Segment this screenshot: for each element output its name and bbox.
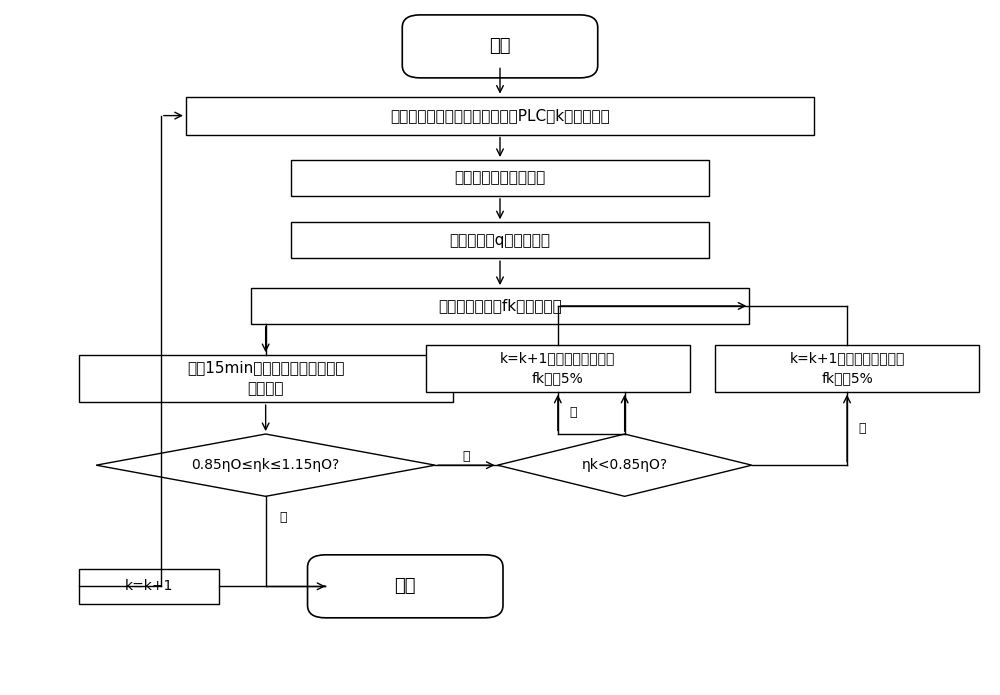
Text: 瓦斯抽采泵组系统运行过程中，PLC第k个采样周期: 瓦斯抽采泵组系统运行过程中，PLC第k个采样周期	[390, 108, 610, 123]
Bar	[426, 345, 690, 392]
Text: k=k+1，电动调节阀开度
fk降低5%: k=k+1，电动调节阀开度 fk降低5%	[789, 352, 905, 385]
Text: 结束: 结束	[395, 578, 416, 596]
FancyBboxPatch shape	[308, 555, 503, 618]
Polygon shape	[498, 434, 752, 496]
Text: 气液分离器内液温检测: 气液分离器内液温检测	[454, 170, 546, 186]
Bar	[715, 345, 979, 392]
Bar	[291, 222, 709, 259]
Bar	[79, 355, 453, 402]
Text: 0.85ηO≤ηk≤1.15ηO?: 0.85ηO≤ηk≤1.15ηO?	[192, 458, 340, 472]
Text: 否: 否	[569, 407, 577, 419]
Text: 延迟15min，气液分离器内工作液
粘度检测: 延迟15min，气液分离器内工作液 粘度检测	[187, 361, 344, 397]
Text: k=k+1: k=k+1	[125, 580, 173, 594]
Text: 否: 否	[463, 450, 470, 464]
Bar	[251, 288, 749, 324]
Text: 是: 是	[280, 511, 287, 523]
Text: ηk<0.85ηO?: ηk<0.85ηO?	[582, 458, 668, 472]
Bar	[291, 160, 709, 196]
Bar	[186, 97, 814, 135]
Text: 轴封供水量q初始值计算: 轴封供水量q初始值计算	[450, 233, 550, 247]
Text: 电动调节阀开度fk计算、设定: 电动调节阀开度fk计算、设定	[438, 298, 562, 313]
Text: 是: 是	[858, 422, 866, 435]
Text: 开始: 开始	[489, 38, 511, 56]
Text: k=k+1，电动调节阀开度
fk增加5%: k=k+1，电动调节阀开度 fk增加5%	[500, 352, 616, 385]
FancyBboxPatch shape	[402, 15, 598, 78]
Polygon shape	[96, 434, 435, 496]
Bar	[79, 569, 219, 604]
